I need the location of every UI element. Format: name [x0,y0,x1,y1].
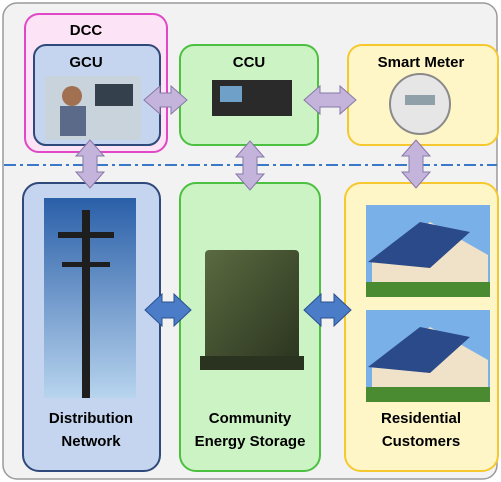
storage-base [200,356,304,370]
operator [62,86,82,106]
monitor [95,84,133,106]
operator [60,106,86,136]
crossarm [58,232,114,238]
pole [82,210,90,398]
storage-label: Energy Storage [195,433,306,450]
meter-display [405,95,435,105]
crossarm [62,262,110,267]
distribution-label: Network [61,433,121,450]
residential-label: Residential [381,410,461,427]
gcu-label: GCU [69,54,102,71]
residential-label: Customers [382,433,460,450]
storage-label: Community [209,410,292,427]
ccu-label: CCU [233,54,266,71]
storage-unit [205,250,299,360]
ccu-screen [220,86,242,102]
smart-meter-label: Smart Meter [378,54,465,71]
dcc-label: DCC [70,22,103,39]
distribution-label: Distribution [49,410,133,427]
house-photo [366,310,490,402]
house-photo [366,205,490,297]
diagram: DCC GCU CCU Smart Meter Distribution Net… [0,0,501,482]
